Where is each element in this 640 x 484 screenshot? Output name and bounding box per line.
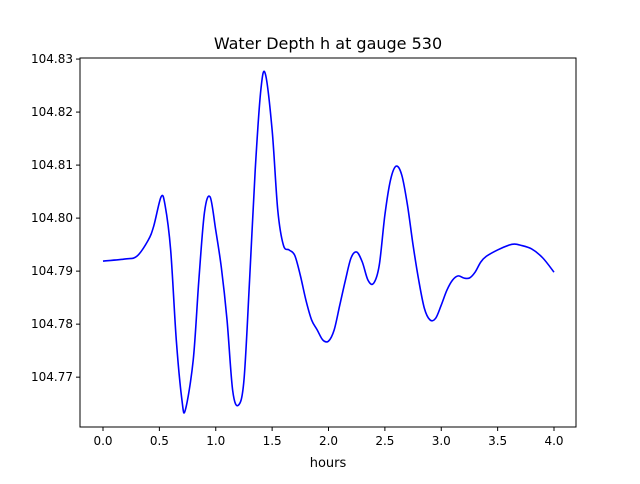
x-tick-label: 3.0 [432, 434, 451, 448]
x-tick-label: 2.5 [375, 434, 394, 448]
x-axis-label: hours [310, 456, 347, 471]
x-tick-label: 0.5 [150, 434, 169, 448]
x-axis: 0.0 0.5 1.0 1.5 2.0 2.5 3.0 3.5 4.0 [93, 427, 564, 448]
y-tick-label: 104.81 [31, 158, 73, 172]
y-tick-label: 104.82 [31, 105, 73, 119]
x-tick-label: 4.0 [544, 434, 563, 448]
y-tick-label: 104.78 [31, 317, 73, 331]
x-tick-label: 2.0 [319, 434, 338, 448]
x-tick-label: 1.0 [206, 434, 225, 448]
y-tick-label: 104.80 [31, 211, 73, 225]
chart-title: Water Depth h at gauge 530 [214, 34, 442, 53]
x-tick-label: 0.0 [93, 434, 112, 448]
x-tick-label: 3.5 [488, 434, 507, 448]
x-tick-label: 1.5 [263, 434, 282, 448]
y-axis: 104.77 104.78 104.79 104.80 104.81 104.82 104.… [31, 52, 80, 384]
axes-frame [79, 57, 577, 428]
plot-area [102, 70, 555, 414]
y-tick-label: 104.77 [31, 370, 73, 384]
y-tick-label: 104.79 [31, 264, 73, 278]
y-tick-label: 104.83 [31, 52, 73, 66]
series-line-h [102, 70, 555, 414]
